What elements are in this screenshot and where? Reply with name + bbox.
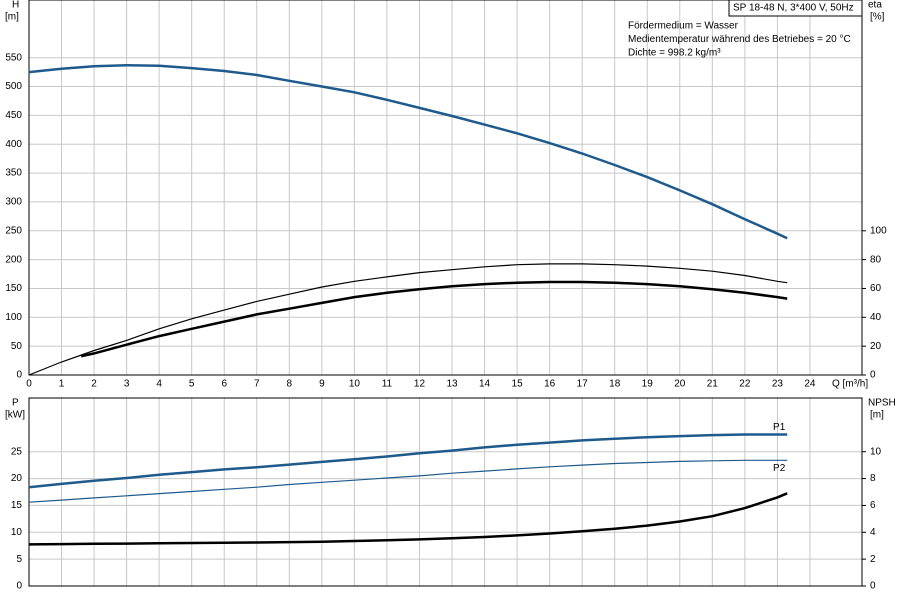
x-tick-label: 16 [544,379,556,390]
y-tick-label: 350 [5,168,22,179]
x-tick-label: 9 [319,379,325,390]
x-tick-label: 21 [707,379,719,390]
curve [28,433,788,489]
y2-axis-label: eta [868,0,882,11]
y-tick-label: 550 [5,52,22,63]
plot-frame [28,0,863,376]
x-tick-label: 19 [642,379,654,390]
x-axis-label: Q [m³/h] [832,379,868,390]
x-tick-label: 3 [124,379,130,390]
y-tick-label: 0 [16,370,22,381]
series-label: P1 [773,422,786,433]
x-tick-label: 11 [382,379,393,390]
x-tick-label: 17 [577,379,589,390]
y-tick-label: 300 [5,197,22,208]
x-tick-label: 4 [156,379,162,390]
x-tick-label: 15 [512,379,524,390]
x-tick-label: 8 [287,379,293,390]
curve [28,63,788,240]
y-tick-label: 400 [5,139,22,150]
x-tick-label: 0 [26,379,32,390]
plot-frame [28,397,863,587]
curve [80,280,788,358]
y2-tick-label: 20 [870,341,882,352]
y-tick-label: 100 [5,312,22,323]
y2-axis-label: NPSH [868,398,896,409]
y2-tick-label: 2 [870,554,876,565]
y2-tick-label: 6 [870,500,876,511]
y2-axis-unit: [m] [870,410,884,421]
y-tick-label: 150 [5,283,22,294]
x-tick-label: 23 [772,379,784,390]
curve [28,459,788,503]
y-axis-label: H [12,0,19,11]
x-tick-label: 12 [414,379,426,390]
curve [28,492,788,546]
curve [28,263,788,376]
y-tick-label: 25 [11,446,23,457]
info-box [728,0,863,17]
x-tick-label: 6 [221,379,227,390]
y-tick-label: 500 [5,81,22,92]
info-box-text: SP 18-48 N, 3*400 V, 50Hz [733,3,854,14]
annotation: Medientemperatur während des Betriebes =… [628,34,851,45]
y2-tick-label: 60 [870,283,882,294]
y2-tick-label: 8 [870,473,876,484]
y-tick-label: 10 [11,527,23,538]
x-tick-label: 20 [674,379,686,390]
y-tick-label: 450 [5,110,22,121]
y2-tick-label: 10 [870,446,882,457]
y2-tick-label: 80 [870,254,882,265]
x-tick-label: 5 [189,379,195,390]
y-tick-label: 20 [11,473,23,484]
x-tick-label: 22 [739,379,751,390]
x-tick-label: 14 [479,379,491,390]
series-label: P2 [773,463,786,474]
x-tick-label: 2 [91,379,97,390]
x-tick-label: 7 [254,379,260,390]
y-tick-label: 0 [16,581,22,592]
y2-tick-label: 0 [870,370,876,381]
y-tick-label: 200 [5,254,22,265]
y-tick-label: 5 [16,554,22,565]
y-tick-label: 250 [5,225,22,236]
y-axis-label: P [12,398,19,409]
x-tick-label: 24 [804,379,816,390]
annotation: Fördermedium = Wasser [628,21,739,32]
y2-tick-label: 4 [870,527,876,538]
y-axis-unit: [kW] [5,410,25,421]
x-tick-label: 18 [609,379,621,390]
y-tick-label: 15 [11,500,23,511]
y-axis-unit: [m] [5,12,19,23]
y2-tick-label: 100 [870,225,887,236]
annotation: Dichte = 998.2 kg/m³ [628,48,721,59]
y-tick-label: 50 [11,341,23,352]
y2-tick-label: 0 [870,581,876,592]
y2-tick-label: 40 [870,312,882,323]
y2-axis-unit: [%] [870,12,885,23]
x-tick-label: 13 [446,379,458,390]
x-tick-label: 1 [59,379,65,390]
x-tick-label: 10 [349,379,361,390]
